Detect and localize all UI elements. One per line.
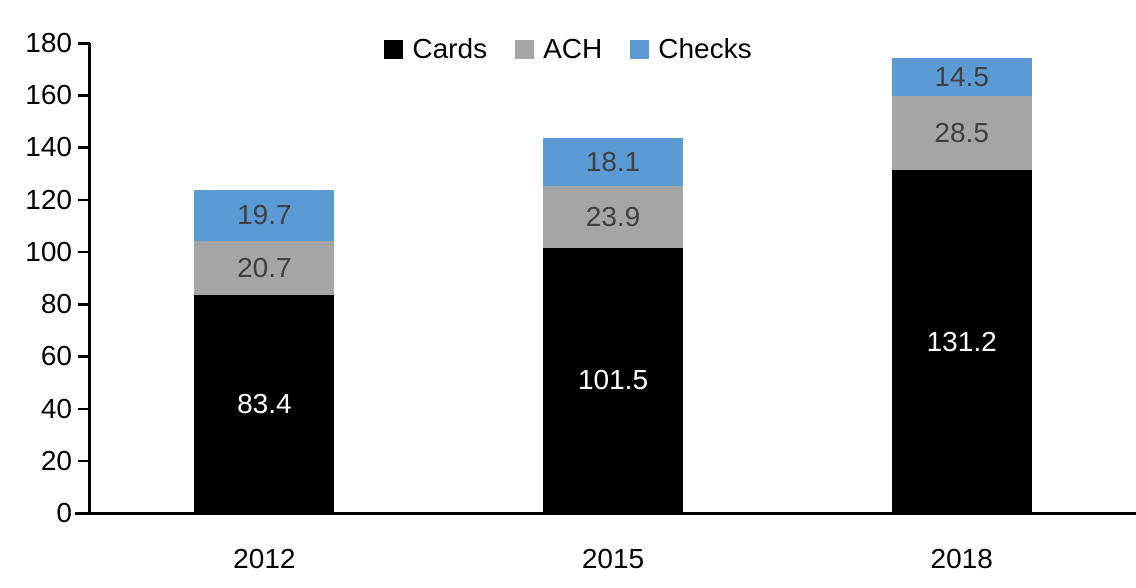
y-axis-tick-label: 180 (25, 27, 72, 58)
y-axis-tick (78, 198, 90, 202)
x-axis-line (75, 511, 1136, 515)
x-axis-category-label: 2015 (581, 543, 645, 574)
bar-segment-checks (543, 138, 683, 186)
y-axis-tick-label: 140 (25, 131, 72, 163)
legend-item-ach: ACH (515, 33, 602, 65)
chart-legend: Cards ACH Checks (0, 33, 1136, 65)
y-axis-tick (78, 250, 90, 254)
bar-value-label: 131.2 (926, 325, 997, 357)
legend-label: ACH (543, 33, 603, 64)
legend-label: Cards (412, 33, 488, 64)
x-axis-category-label: 2018 (930, 543, 993, 574)
y-axis-tick-label: 0 (56, 497, 72, 528)
y-axis-tick-label: 100 (25, 235, 72, 267)
legend-item-cards: Cards (384, 33, 487, 65)
bar-value-label: 19.7 (237, 199, 292, 231)
bar-segment-ach (543, 185, 683, 248)
y-axis-tick (78, 355, 90, 358)
y-axis-tick (78, 459, 90, 463)
legend-item-checks: Checks (630, 33, 752, 65)
y-axis-tick (78, 42, 90, 45)
y-axis-tick (78, 407, 90, 411)
bar-value-label: 83.4 (237, 388, 292, 420)
bar-value-label: 23.9 (585, 200, 641, 232)
bar-segment-checks (194, 189, 335, 242)
y-axis-tick-label: 80 (40, 288, 72, 320)
y-axis-tick (78, 94, 90, 97)
legend-label: Checks (658, 33, 752, 64)
bar-value-label: 14.5 (934, 61, 989, 93)
bar-value-label: 101.5 (577, 364, 649, 396)
legend-swatch-icon (384, 39, 404, 59)
bar-value-label: 28.5 (934, 117, 989, 149)
bar-segment-cards (194, 295, 335, 513)
y-axis-tick-label: 20 (40, 444, 72, 476)
y-axis-line (88, 43, 91, 513)
y-axis-tick (78, 146, 90, 149)
bar-segment-ach (891, 96, 1032, 171)
bar-segment-cards (891, 170, 1032, 513)
legend-swatch-icon (515, 39, 535, 59)
x-axis-category-label: 2012 (233, 543, 296, 574)
bar-segment-checks (891, 58, 1032, 96)
y-axis-tick-label: 60 (40, 340, 72, 372)
bar-segment-ach (194, 241, 335, 296)
bar-value-label: 20.7 (237, 252, 292, 284)
y-axis-tick-label: 160 (25, 79, 72, 111)
y-axis-tick (78, 303, 90, 306)
legend-swatch-icon (630, 39, 650, 59)
bar-value-label: 18.1 (585, 145, 641, 177)
y-axis-tick-label: 40 (40, 392, 72, 424)
y-axis-tick-label: 120 (25, 183, 72, 215)
bar-segment-cards (543, 247, 683, 513)
